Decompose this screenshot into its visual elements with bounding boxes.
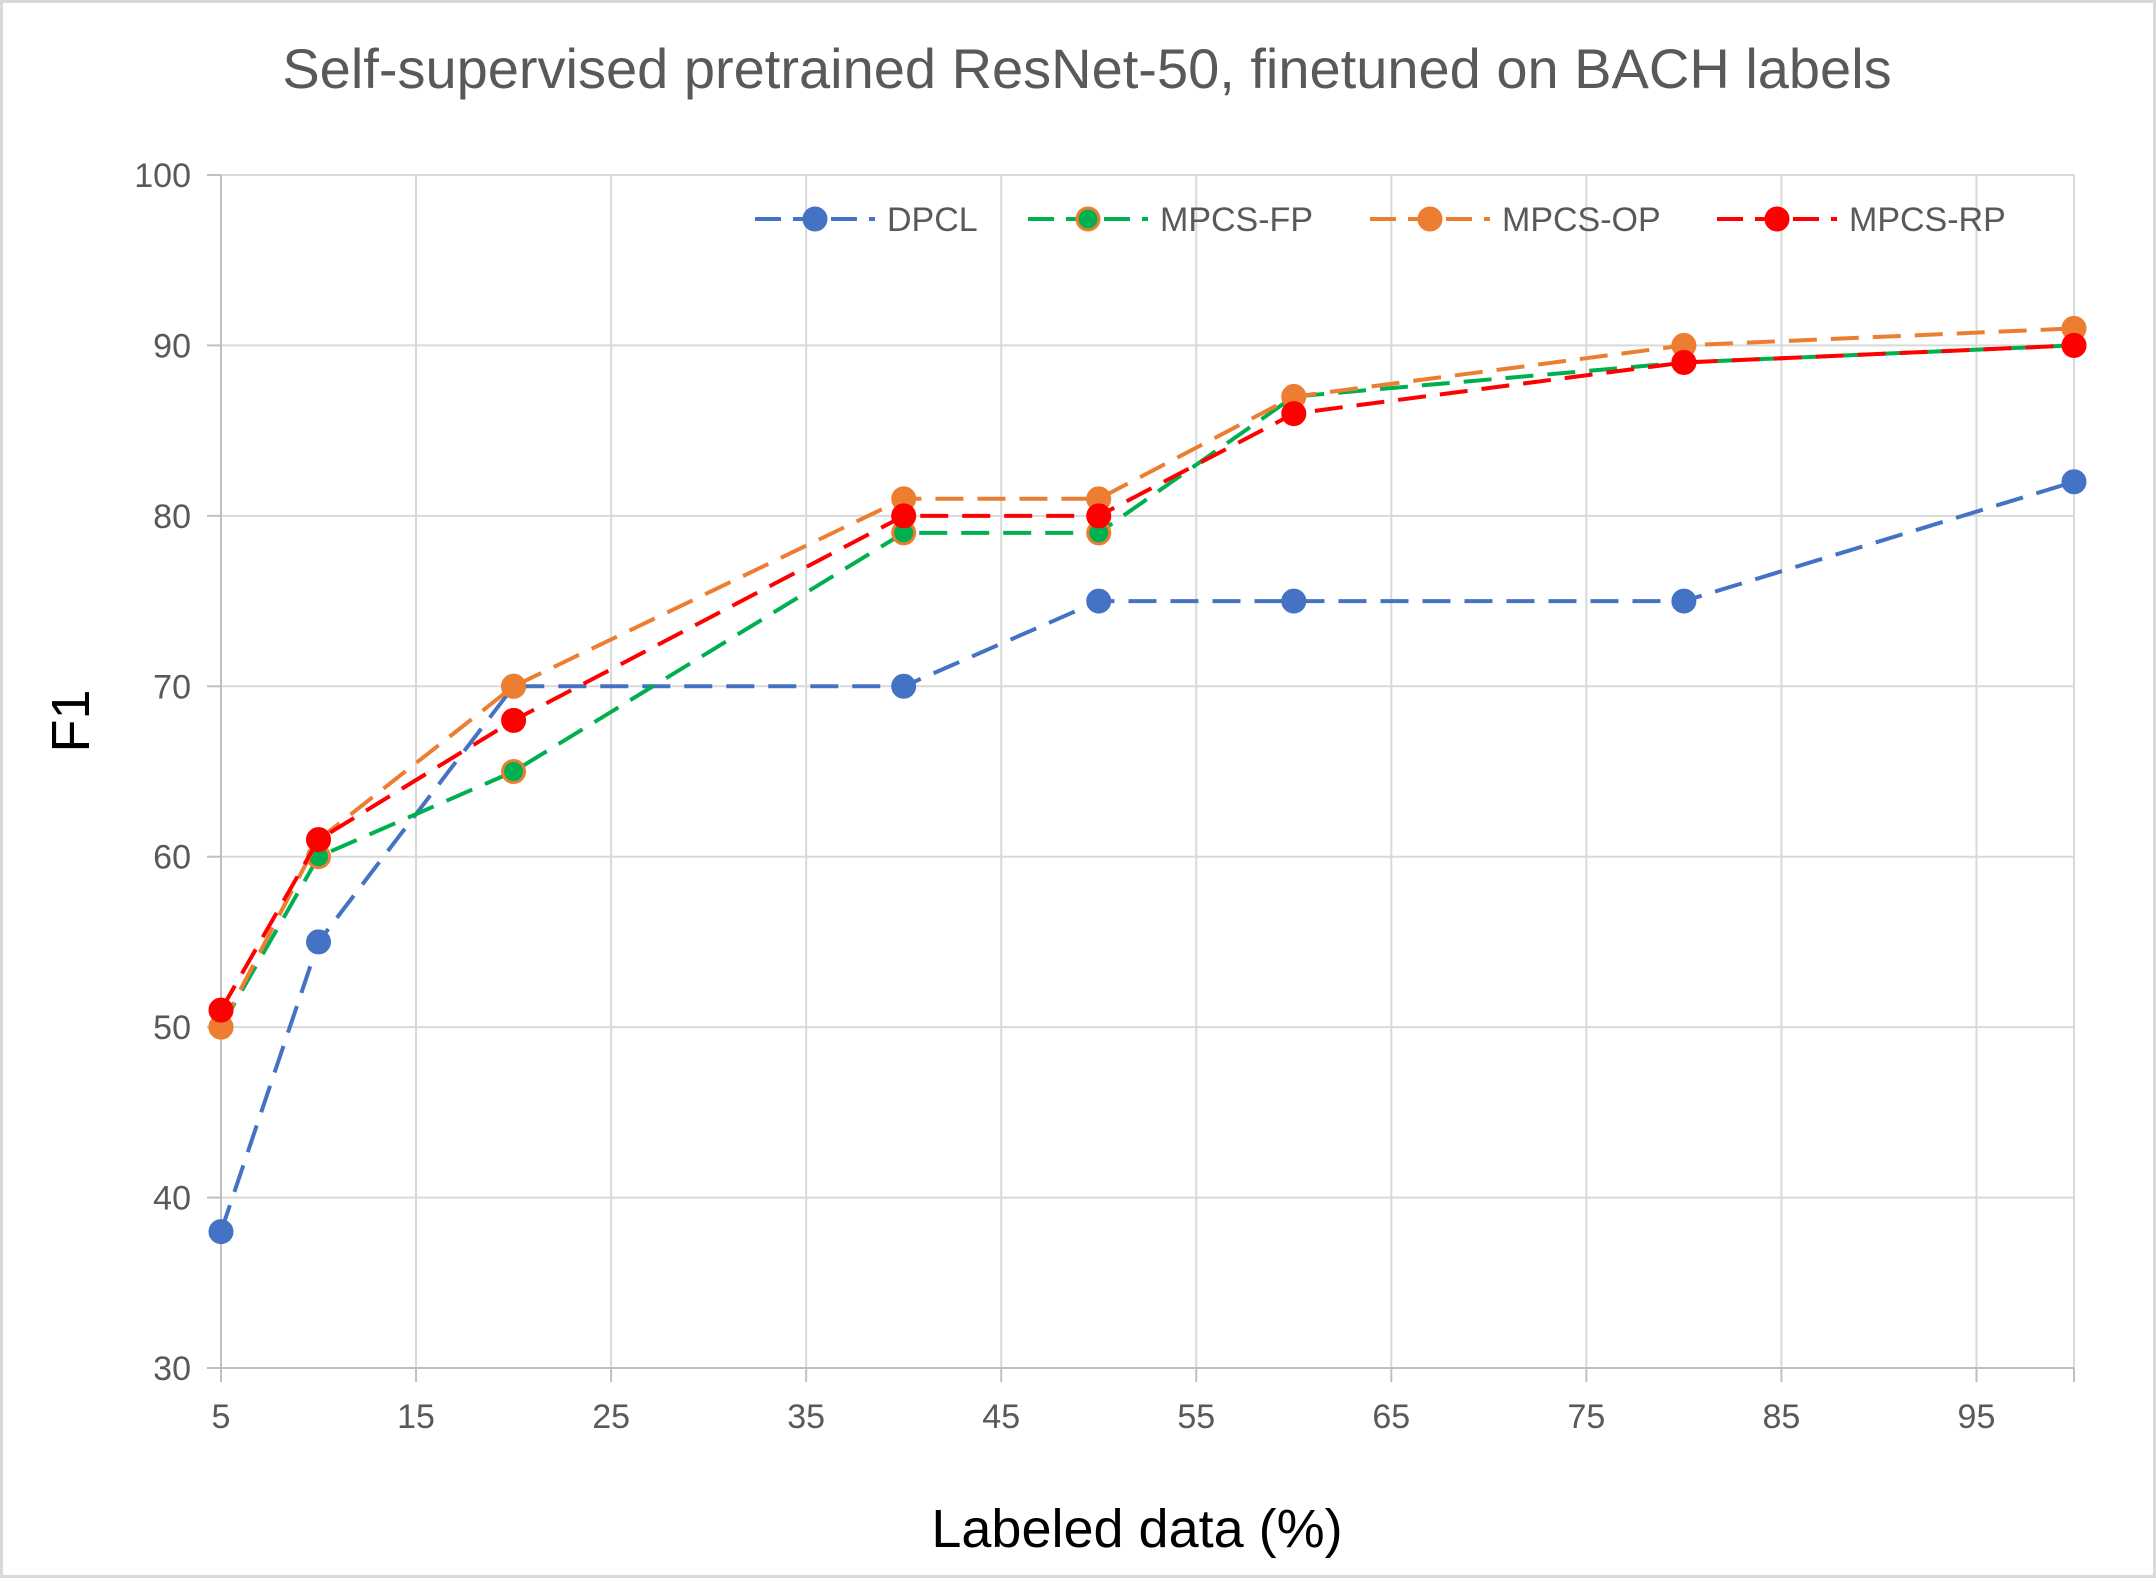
line-chart: Self-supervised pretrained ResNet-50, fi… [41,37,2087,1559]
legend-item-mpcs-fp: MPCS-FP [1028,201,1313,239]
series-layer [208,315,2087,1245]
legend-item-mpcs-rp: MPCS-RP [1717,201,2006,239]
gridlines [220,174,2075,1369]
series-line-mpcs-fp [219,343,2075,1029]
data-point-mpcs-fp [501,759,527,784]
x-tick-label: 75 [1567,1398,1605,1436]
chart-title: Self-supervised pretrained ResNet-50, fi… [282,37,1891,100]
x-tick-label: 85 [1763,1398,1801,1436]
series-mpcs-rp [208,332,2087,1023]
legend-marker-mpcs-fp [1075,206,1101,232]
y-tick-label: 90 [153,327,191,365]
legend-label-dpcl: DPCL [887,201,978,239]
legend-label-mpcs-fp: MPCS-FP [1160,201,1313,239]
legend-label-mpcs-op: MPCS-OP [1502,201,1661,239]
series-line-mpcs-rp [219,343,2075,1012]
data-point-dpcl [2061,469,2087,495]
x-tick-label: 15 [397,1398,435,1436]
series-line-dpcl [219,479,2075,1233]
x-tick-label: 5 [212,1398,231,1436]
series-mpcs-op [208,315,2087,1040]
data-point-dpcl [891,673,917,699]
x-tick-label: 95 [1958,1398,1996,1436]
y-tick-label: 80 [153,498,191,536]
data-point-dpcl [1281,588,1307,614]
x-tick-label: 45 [982,1398,1020,1436]
legend-marker-mpcs-rp [1764,206,1790,232]
data-point-mpcs-rp [1281,401,1307,427]
x-tick-label: 65 [1372,1398,1410,1436]
y-tick-label: 60 [153,839,191,877]
series-line-mpcs-op [219,326,2075,1029]
y-tick-label: 40 [153,1180,191,1218]
y-tick-label: 30 [153,1350,191,1388]
data-point-mpcs-rp [1086,503,1112,529]
legend-item-dpcl: DPCL [755,201,978,239]
data-point-dpcl [208,1219,234,1245]
data-point-mpcs-rp [1671,349,1697,375]
x-axis-title: Labeled data (%) [931,1499,1342,1559]
legend-item-mpcs-op: MPCS-OP [1370,201,1661,239]
data-point-mpcs-rp [2061,332,2087,358]
data-point-mpcs-rp [208,997,234,1023]
legend-label-mpcs-rp: MPCS-RP [1849,201,2006,239]
y-axis-title: F1 [41,689,101,752]
legend: DPCL MPCS-FP MPCS-OP MPCS-RP [755,201,2006,239]
data-point-mpcs-rp [501,707,527,733]
axes: 30 40 50 60 70 80 90 100 5 15 25 35 45 55 65 75 85 95 [134,157,2075,1436]
x-tick-label: 25 [592,1398,630,1436]
data-point-dpcl [1086,588,1112,614]
legend-marker-mpcs-op [1417,206,1443,232]
x-tick-label: 35 [787,1398,825,1436]
y-tick-label: 100 [134,157,191,195]
y-tick-label: 50 [153,1009,191,1047]
data-point-mpcs-rp [306,827,332,853]
data-point-dpcl [306,929,332,955]
x-tick-label: 55 [1177,1398,1215,1436]
legend-marker-dpcl [802,206,828,232]
data-point-mpcs-op [501,673,527,699]
data-point-dpcl [1671,588,1697,614]
y-tick-label: 70 [153,668,191,706]
data-point-mpcs-rp [891,503,917,529]
